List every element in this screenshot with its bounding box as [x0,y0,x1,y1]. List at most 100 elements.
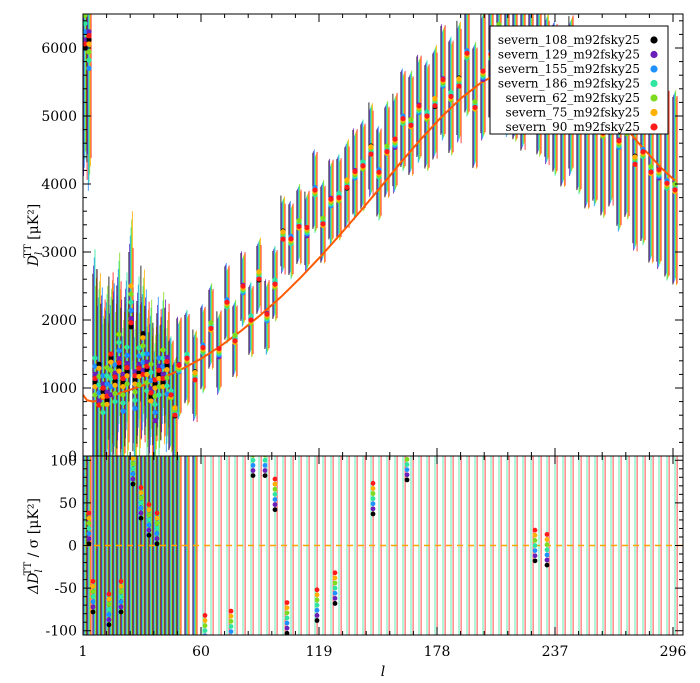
y-tick-label: 4000 [41,177,77,193]
legend-entry-label: severn_62_m92fsky25 [506,91,640,105]
data-point [132,389,138,395]
residual-point [404,462,410,467]
data-point [108,384,114,390]
data-point [136,345,142,351]
data-point [152,418,158,424]
residual-point [405,447,410,452]
residual-point [118,594,124,600]
residual-point [263,443,268,448]
data-point [464,50,470,56]
residual-point [90,599,96,605]
axis-labels: 1 60 119 178 237 2960100020003000400050006000… [23,41,686,680]
residual-point [138,515,144,521]
data-point [124,369,130,375]
data-point [148,369,154,375]
residual-point [86,510,92,516]
residual-point [130,456,136,461]
data-point [192,377,198,383]
residual-point [544,557,550,563]
residual-y-tick-label: 50 [59,496,77,512]
data-point [132,377,138,383]
data-point [264,311,270,317]
data-point [136,369,142,375]
data-point [112,370,118,376]
residual-point [370,480,376,486]
data-point [82,5,87,10]
residual-point [272,481,278,487]
data-point [132,381,138,387]
data-point [664,180,670,186]
data-point [160,379,166,386]
data-point [384,143,390,149]
data-point [104,381,110,387]
data-point [116,360,122,366]
data-point [160,375,166,382]
residual-y-tick-label: 0 [68,539,77,555]
data-point [248,317,254,323]
data-point [96,382,102,388]
residual-point [203,639,208,644]
legend-entry-marker [650,79,658,88]
data-point [140,371,146,377]
y-tick-label: 0 [68,449,77,465]
data-point [108,359,114,365]
residual-point [130,481,136,487]
data-point [232,338,238,344]
data-point [112,374,118,380]
data-point [156,371,162,377]
residual-point [138,505,144,511]
y-tick-label: 1000 [41,381,77,397]
data-point [184,351,190,357]
data-point [456,76,462,82]
data-point [112,399,118,405]
y-title-subscript: l [34,252,45,255]
residual-point [262,462,268,468]
data-point [360,159,366,165]
data-point [148,386,154,392]
residual-point [332,590,338,596]
data-point [424,113,430,119]
data-point [656,167,662,173]
x-tick-label: 237 [542,644,569,660]
residual-point [130,466,136,472]
data-point [352,168,358,174]
residual-point [370,511,376,517]
residual-point [90,604,96,610]
residual-point [86,520,92,526]
data-point [216,345,222,352]
data-point [208,320,214,326]
data-point [92,363,98,369]
data-point [172,412,178,418]
data-point [272,277,278,283]
legend-entry-label: severn_90_m92fsky25 [506,120,640,134]
data-point [164,367,170,373]
residual-point [544,562,550,568]
legend-entry-marker [650,50,658,59]
data-point [368,144,374,150]
data-point [240,283,246,289]
legend-entry-marker [650,65,658,73]
legend-entry-label: severn_186_m92fsky25 [498,77,640,91]
data-point [128,324,134,330]
residual-point [250,462,256,468]
data-point [86,65,92,71]
residual-point [138,490,144,496]
residual-point [532,543,538,548]
data-point [164,362,170,369]
legend-entry-label: severn_129_m92fsky25 [498,48,640,62]
data-point [108,392,114,398]
residual-point [544,542,550,548]
data-point [224,299,230,305]
data-point [116,356,122,362]
data-point [140,331,146,337]
x-tick-label: 119 [306,644,333,660]
residual-point [146,522,152,528]
data-point [92,371,98,377]
top-y-axis-title: DlTT [μK²] [23,204,45,268]
x-tick-label: 178 [424,644,451,660]
data-point [116,339,122,346]
x-tick-label: 1 [79,644,88,660]
legend-entry-marker [650,123,658,131]
data-point [83,20,88,27]
data-point [408,122,414,128]
